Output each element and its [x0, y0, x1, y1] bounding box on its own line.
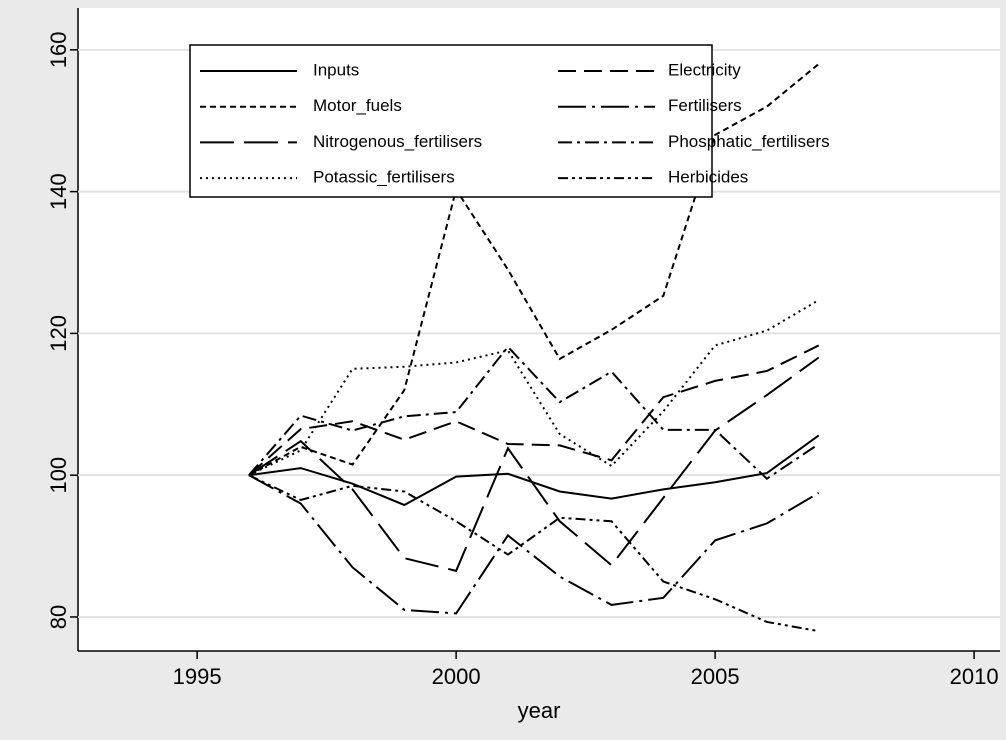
series-line — [248, 63, 820, 477]
series-line — [248, 356, 820, 573]
x-tick-label: 1995 — [173, 664, 222, 689]
legend-label: Inputs — [313, 60, 359, 79]
series-line — [248, 344, 820, 476]
y-tick-label: 80 — [46, 605, 71, 629]
legend-label: Fertilisers — [668, 96, 742, 115]
x-tick-label: 2005 — [691, 664, 740, 689]
x-tick-label: 2010 — [950, 664, 999, 689]
y-tick-label: 120 — [46, 315, 71, 352]
series-line — [248, 474, 819, 633]
legend-label: Herbicides — [668, 168, 748, 187]
x-tick-label: 2000 — [432, 664, 481, 689]
legend-label: Potassic_fertilisers — [313, 168, 455, 187]
legend-label: Nitrogenous_fertilisers — [313, 132, 482, 151]
y-tick-label: 100 — [46, 457, 71, 494]
legend-label: Phosphatic_fertilisers — [668, 132, 830, 151]
series-line — [248, 474, 820, 615]
y-tick-label: 140 — [46, 173, 71, 210]
y-tick-label: 160 — [46, 31, 71, 68]
x-axis-label: year — [518, 698, 561, 723]
series-line — [248, 299, 820, 477]
legend-label: Electricity — [668, 60, 741, 79]
series-line — [248, 345, 820, 481]
legend-label: Motor_fuels — [313, 96, 402, 115]
